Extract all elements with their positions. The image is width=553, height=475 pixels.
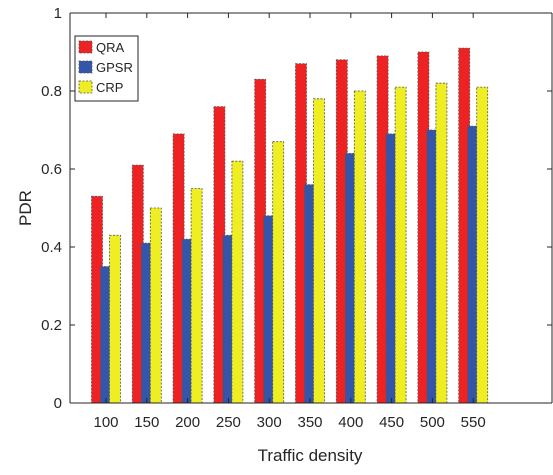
- y-tick-label: 0.6: [41, 161, 62, 178]
- bar-crp-450: [394, 86, 407, 404]
- bar-gpsr-450: [385, 133, 398, 404]
- bar-qra-200: [172, 133, 185, 404]
- legend-swatch-qra: [78, 40, 93, 54]
- y-axis-label: PDR: [16, 190, 35, 226]
- bar-crp-150: [149, 207, 162, 404]
- legend-swatch-crp: [78, 80, 93, 94]
- x-tick-label: 150: [134, 414, 159, 431]
- bar-qra-350: [295, 63, 307, 404]
- ticks-group: 0 0.2 0.4 0.6 0.8 1 100 150 200 250 300 350 400 450 50…: [41, 5, 552, 431]
- legend-label-gpsr: GPSR: [96, 60, 133, 75]
- x-axis-label: Traffic density: [258, 446, 363, 465]
- y-tick-label: 1: [54, 5, 62, 22]
- bar-qra-450: [376, 55, 389, 404]
- bar-crp-250: [231, 160, 244, 404]
- bar-crp-550: [476, 86, 489, 404]
- y-tick-label: 0.8: [41, 83, 62, 100]
- x-tick-label: 350: [297, 414, 322, 431]
- x-tick-label: 450: [379, 414, 404, 431]
- legend: QRA GPSR CRP: [74, 35, 139, 102]
- legend-label-qra: QRA: [96, 40, 125, 55]
- y-tick-label: 0.2: [41, 317, 62, 334]
- x-tick-label: 500: [420, 414, 445, 431]
- x-tick-label: 300: [257, 414, 282, 431]
- x-tick-label: 100: [93, 414, 118, 431]
- bar-gpsr-550: [467, 125, 480, 404]
- bar-crp-400: [353, 90, 366, 404]
- x-tick-label: 400: [338, 414, 363, 431]
- legend-swatch-gpsr: [78, 60, 93, 74]
- bars-group: [91, 47, 489, 404]
- y-tick-label: 0: [54, 395, 62, 412]
- bar-crp-500: [435, 82, 448, 404]
- bar-crp-300: [272, 141, 285, 404]
- axes-group: [69, 12, 553, 404]
- bar-gpsr-100: [100, 266, 112, 404]
- bar-qra-100: [91, 195, 103, 404]
- bar-crp-200: [190, 188, 203, 404]
- x-tick-label: 250: [216, 414, 241, 431]
- legend-label-crp: CRP: [96, 80, 123, 95]
- bar-crp-350: [313, 98, 325, 404]
- x-tick-label: 550: [461, 414, 486, 431]
- bar-crp-100: [109, 234, 121, 404]
- x-tick-label: 200: [175, 414, 200, 431]
- y-tick-label: 0.4: [41, 239, 62, 256]
